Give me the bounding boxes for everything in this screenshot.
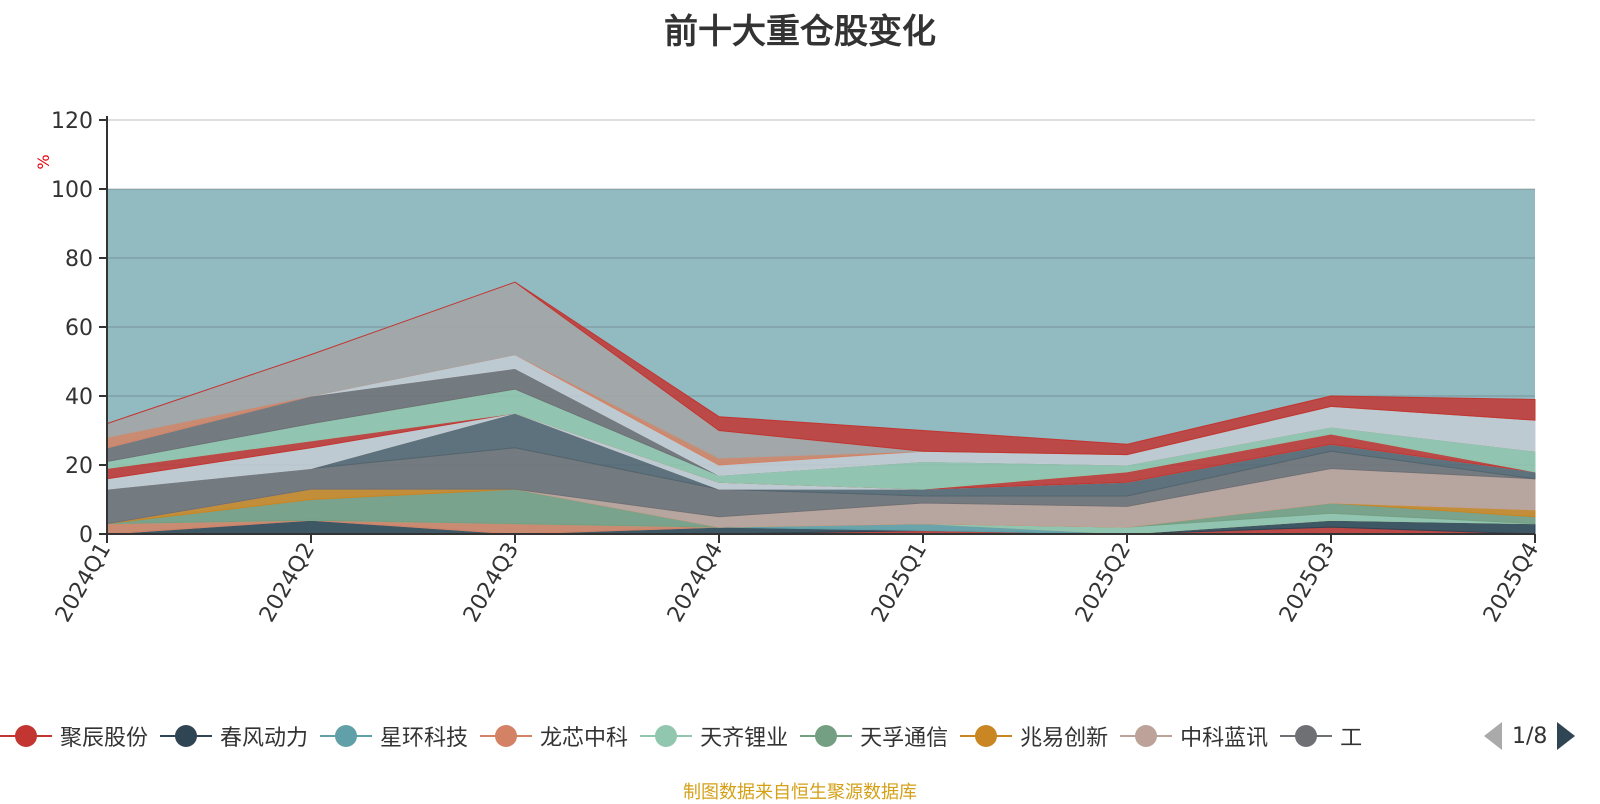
- x-tick-label: 2024Q3: [459, 539, 524, 627]
- y-tick-label: 120: [51, 109, 93, 134]
- legend-items: 聚辰股份 春风动力 星环科技 龙芯中科 天齐锂业 天孚通信 兆易创新 中科蓝讯 工: [0, 716, 1374, 756]
- x-tick-label: 2024Q1: [51, 539, 116, 627]
- legend-marker-icon: [800, 724, 853, 748]
- x-tick-label: 2025Q3: [1275, 539, 1340, 627]
- legend-marker-icon: [0, 724, 52, 748]
- legend-label: 兆易创新: [1020, 726, 1109, 751]
- area-series-17: [106, 281, 1536, 456]
- legend-item[interactable]: 中科蓝讯: [1120, 720, 1268, 752]
- legend-label: 龙芯中科: [540, 726, 629, 751]
- x-tick-label: 2025Q4: [1479, 539, 1544, 627]
- legend-marker-icon: [960, 724, 1013, 748]
- x-tick-label: 2025Q2: [1071, 539, 1136, 627]
- legend-label: 星环科技: [380, 726, 469, 751]
- legend-marker-icon: [160, 724, 213, 748]
- y-axis-label: %: [34, 154, 53, 169]
- x-tick-label: 2024Q2: [255, 539, 320, 627]
- legend-item[interactable]: 聚辰股份: [0, 720, 148, 752]
- legend-viewport: 聚辰股份 春风动力 星环科技 龙芯中科 天齐锂业 天孚通信 兆易创新 中科蓝讯 工: [0, 716, 1474, 756]
- x-tick-label: 2024Q4: [663, 539, 728, 627]
- legend-item[interactable]: 兆易创新: [960, 720, 1108, 752]
- y-tick-label: 40: [65, 385, 93, 410]
- source-note: 制图数据来自恒生聚源数据库: [683, 782, 917, 803]
- pager-prev-icon[interactable]: [1484, 722, 1502, 750]
- legend-marker-icon: [1280, 724, 1333, 748]
- y-tick-label: 0: [79, 523, 93, 548]
- legend-item[interactable]: 天孚通信: [800, 720, 948, 752]
- legend-label: 春风动力: [220, 726, 309, 751]
- legend-marker-icon: [640, 724, 693, 748]
- legend-label: 聚辰股份: [60, 726, 149, 751]
- legend-label: 工: [1340, 726, 1363, 751]
- legend: 聚辰股份 春风动力 星环科技 龙芯中科 天齐锂业 天孚通信 兆易创新 中科蓝讯 工 1/8: [0, 716, 1600, 756]
- y-tick-label: 20: [65, 454, 93, 479]
- chart-title: 前十大重仓股变化: [664, 12, 936, 52]
- legend-marker-icon: [480, 724, 533, 748]
- legend-item[interactable]: 春风动力: [160, 720, 308, 752]
- legend-pager: 1/8: [1476, 716, 1600, 756]
- pager-page: 1/8: [1512, 723, 1548, 749]
- legend-label: 天孚通信: [860, 726, 949, 751]
- legend-label: 天齐锂业: [700, 726, 789, 751]
- legend-marker-icon: [1120, 724, 1173, 748]
- pager-next-icon[interactable]: [1557, 722, 1576, 750]
- y-tick-label: 100: [51, 178, 93, 203]
- y-tick-label: 80: [65, 247, 93, 272]
- legend-item[interactable]: 星环科技: [320, 720, 468, 752]
- legend-item[interactable]: 工: [1280, 720, 1362, 752]
- legend-label: 中科蓝讯: [1180, 726, 1269, 751]
- legend-item[interactable]: 天齐锂业: [640, 720, 788, 752]
- legend-marker-icon: [320, 724, 373, 748]
- y-tick-label: 60: [65, 316, 93, 341]
- x-tick-label: 2025Q1: [867, 539, 932, 627]
- legend-item[interactable]: 龙芯中科: [480, 720, 628, 752]
